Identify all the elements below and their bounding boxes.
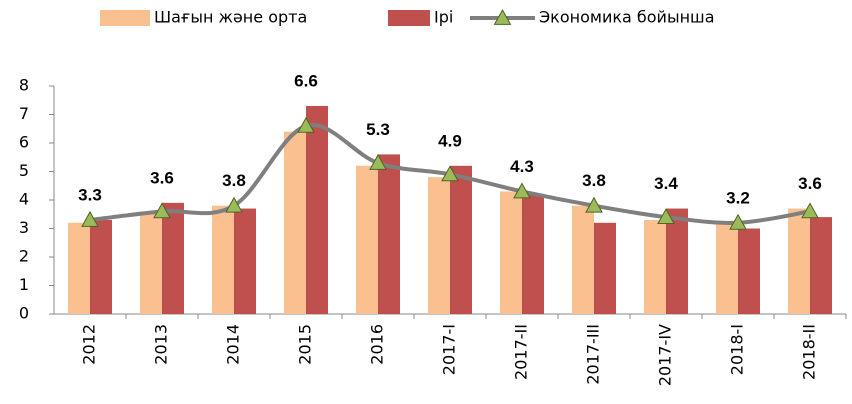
marker (801, 202, 819, 219)
legend-label: Шағын және орта (154, 8, 307, 27)
bar (594, 222, 616, 314)
data-label: 3.2 (726, 188, 750, 207)
data-label: 3.8 (582, 171, 606, 190)
marker (585, 196, 603, 213)
data-label: 3.8 (222, 171, 246, 190)
bar (644, 219, 666, 314)
y-tick-label: 6 (19, 133, 29, 152)
bar (234, 208, 256, 314)
legend-swatch (100, 10, 150, 26)
bar (500, 191, 522, 314)
data-label: 3.3 (78, 185, 102, 204)
x-tick-label: 2018-I (728, 324, 747, 375)
data-label: 4.9 (438, 131, 462, 150)
bar (716, 222, 738, 314)
legend-swatch (388, 10, 430, 26)
legend-label: Ірі (434, 8, 453, 27)
x-tick-label: 2012 (80, 324, 99, 365)
bar (284, 131, 306, 314)
x-tick-label: 2014 (224, 324, 243, 365)
data-label: 4.3 (510, 157, 534, 176)
data-label: 5.3 (366, 120, 390, 139)
bar (212, 205, 234, 314)
bar (738, 228, 760, 314)
marker (81, 210, 99, 227)
bar (378, 154, 400, 314)
data-label: 3.4 (654, 174, 678, 193)
bar (68, 222, 90, 314)
bar (666, 208, 688, 314)
marker (657, 208, 675, 224)
y-tick-label: 7 (19, 104, 29, 123)
y-tick-label: 2 (19, 247, 29, 266)
data-label: 3.6 (798, 174, 822, 193)
bar (810, 217, 832, 314)
x-tick-label: 2018-II (800, 324, 819, 380)
x-tick-label: 2016 (368, 324, 387, 365)
bar (356, 165, 378, 314)
x-tick-label: 2015 (296, 324, 315, 365)
bar (90, 219, 112, 314)
y-tick-label: 4 (19, 190, 29, 209)
marker (729, 213, 747, 230)
legend-marker (493, 8, 512, 25)
y-tick-label: 5 (19, 161, 29, 180)
bar (522, 194, 544, 314)
x-tick-label: 2017-II (512, 324, 531, 380)
marker (513, 182, 531, 199)
bar (572, 205, 594, 314)
legend-label: Экономика бойынша (539, 8, 715, 27)
y-tick-label: 8 (19, 76, 29, 95)
marker (153, 202, 171, 219)
bar (428, 177, 450, 314)
x-tick-label: 2017-IV (656, 324, 675, 386)
x-tick-label: 2017-I (440, 324, 459, 375)
bar (140, 211, 162, 314)
x-tick-label: 2013 (152, 324, 171, 365)
x-tick-label: 2017-III (584, 324, 603, 385)
bar (162, 202, 184, 314)
bar (450, 165, 472, 314)
data-label: 6.6 (294, 71, 318, 90)
bar (788, 208, 810, 314)
y-tick-label: 1 (19, 275, 29, 294)
bar (306, 105, 328, 314)
marker (369, 153, 387, 170)
marker (225, 196, 243, 213)
data-label: 3.6 (150, 168, 174, 187)
marker (441, 165, 459, 182)
marker (297, 116, 315, 133)
y-tick-label: 3 (19, 218, 29, 237)
y-tick-label: 0 (19, 304, 29, 323)
